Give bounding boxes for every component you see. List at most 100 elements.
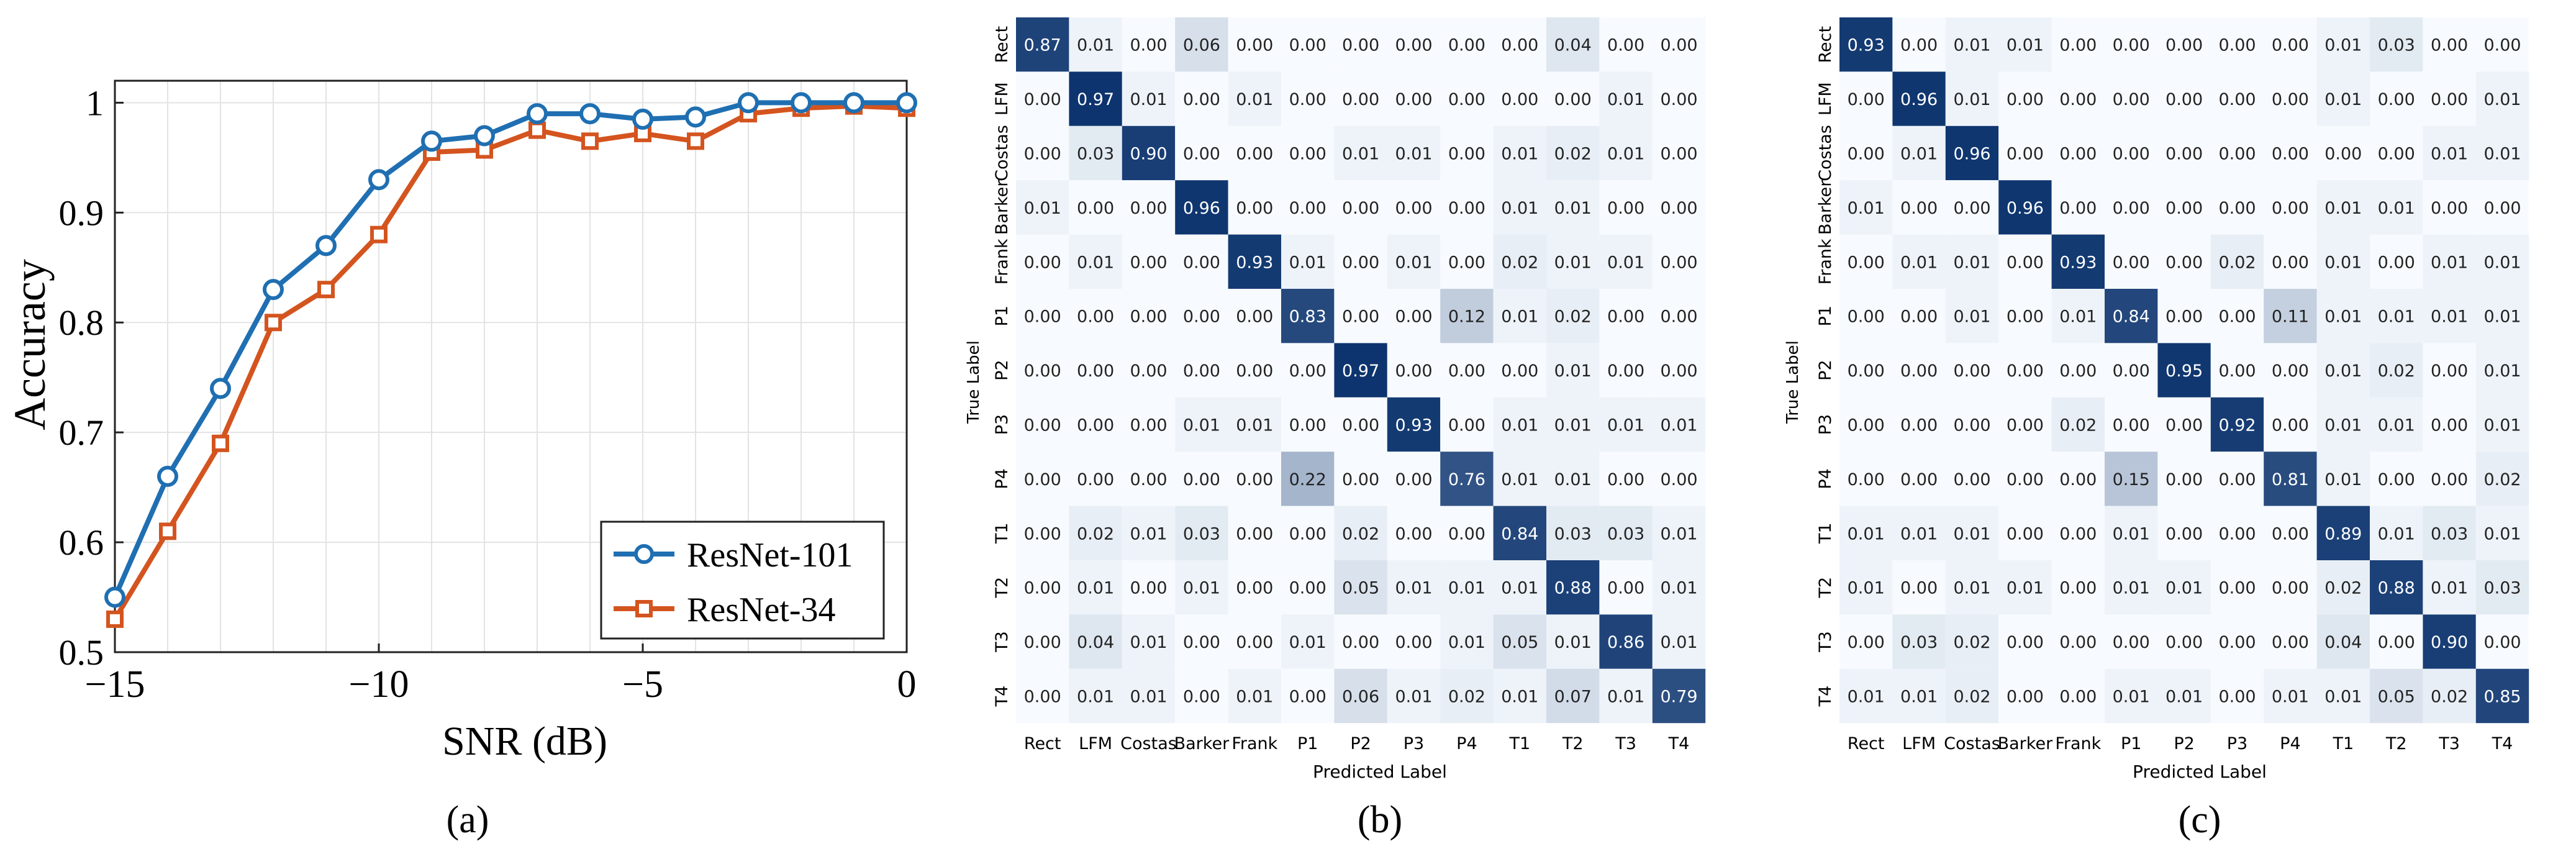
- cell-value: 0.00: [2166, 145, 2203, 164]
- cell-value: 0.07: [1554, 688, 1592, 707]
- cell-value: 0.02: [1953, 633, 1990, 652]
- cell-value: 0.01: [2324, 688, 2362, 707]
- cell-value: 0.00: [1953, 470, 1990, 489]
- y-tick-label: P4: [992, 468, 1012, 489]
- cell-value: 0.00: [1342, 470, 1379, 489]
- cell-value: 0.01: [1501, 145, 1538, 164]
- cell-value: 0.02: [1554, 145, 1592, 164]
- matrix-cell: [2264, 71, 2317, 126]
- cell-value: 0.00: [1024, 579, 1061, 598]
- cell-value: 0.00: [1289, 416, 1327, 435]
- cell-value: 0.00: [1448, 253, 1485, 272]
- y-tick-label: Frank: [992, 239, 1012, 284]
- matrix-cell: [2051, 506, 2105, 560]
- matrix-cell: [1175, 668, 1228, 724]
- matrix-cell: [1122, 180, 1176, 235]
- cell-value: 0.00: [1900, 361, 1938, 381]
- y-tick-label: T4: [992, 686, 1012, 707]
- data-point: [370, 225, 388, 243]
- matrix-cell: [2051, 452, 2105, 506]
- cell-value: 0.03: [2483, 579, 2521, 598]
- matrix-cell: [2105, 234, 2158, 289]
- cell-value: 0.00: [1900, 307, 1938, 327]
- matrix-cell: [2210, 343, 2264, 398]
- x-tick-label: T4: [2492, 734, 2513, 753]
- matrix-cell: [1016, 180, 1069, 235]
- cell-value: 0.00: [2431, 416, 2468, 435]
- cell-value: 0.01: [1607, 145, 1644, 164]
- matrix-cell: [1387, 506, 1441, 560]
- cell-value: 0.01: [1501, 579, 1538, 598]
- data-point: [317, 281, 335, 299]
- matrix-cell: [2475, 180, 2529, 235]
- matrix-cell: [1228, 17, 1281, 72]
- matrix-cell: [2157, 560, 2211, 615]
- matrix-cell: [1546, 289, 1600, 343]
- cell-value: 0.00: [2113, 199, 2150, 218]
- matrix-cell: [1493, 17, 1546, 72]
- matrix-cell: [1122, 71, 1176, 126]
- cell-value: 0.01: [2324, 90, 2362, 109]
- cell-value: 0.01: [2483, 307, 2521, 327]
- matrix-y-label: True Label: [1784, 340, 1802, 424]
- y-tick-label: Costas: [992, 125, 1012, 181]
- cell-value: 0.05: [1501, 633, 1538, 652]
- matrix-cell: [1652, 125, 1706, 181]
- cell-value: 0.00: [1024, 253, 1061, 272]
- matrix-cell: [2105, 452, 2158, 506]
- matrix-cell: [1281, 452, 1335, 506]
- matrix-cell: [1546, 17, 1600, 72]
- cell-value: 0.97: [1077, 90, 1114, 109]
- matrix-cell: [2475, 560, 2529, 615]
- cell-value: 0.00: [2113, 36, 2150, 55]
- matrix-cell: [1839, 397, 1893, 452]
- matrix-cell: [2370, 452, 2423, 506]
- matrix-cell: [1493, 560, 1546, 615]
- matrix-cell: [2105, 125, 2158, 181]
- cell-value: 0.86: [1607, 633, 1644, 652]
- matrix-cell: [2264, 668, 2317, 724]
- matrix-cell: [1652, 668, 1706, 724]
- cell-value: 0.00: [2059, 524, 2097, 543]
- cell-value: 0.15: [2113, 470, 2150, 489]
- matrix-cell: [1069, 668, 1122, 724]
- cell-value: 0.01: [2483, 90, 2521, 109]
- cell-value: 0.00: [2218, 524, 2256, 543]
- y-tick-label: T4: [1816, 686, 1835, 707]
- matrix-cell: [1998, 125, 2052, 181]
- cell-value: 0.01: [1183, 416, 1220, 435]
- matrix-cell: [2051, 71, 2105, 126]
- series-line-resnet-101: [112, 100, 907, 599]
- matrix-cell: [1228, 289, 1281, 343]
- legend-label: ResNet-34: [687, 591, 836, 629]
- matrix-cell: [1652, 289, 1706, 343]
- matrix-cell: [1546, 125, 1600, 181]
- y-tick-label: 0.5: [59, 632, 104, 673]
- x-tick-label: T4: [1668, 734, 1690, 753]
- cell-value: 0.88: [1554, 579, 1592, 598]
- matrix-cell: [2105, 397, 2158, 452]
- cell-value: 0.01: [1395, 253, 1432, 272]
- matrix-cell: [1652, 71, 1706, 126]
- cell-value: 0.95: [2166, 361, 2203, 381]
- matrix-cell: [1998, 452, 2052, 506]
- matrix-cell: [1652, 397, 1706, 452]
- matrix-cell: [1440, 125, 1494, 181]
- cell-value: 0.00: [1183, 470, 1220, 489]
- matrix-cell: [1016, 560, 1069, 615]
- cell-value: 0.00: [1900, 199, 1938, 218]
- matrix-cell: [1945, 397, 1999, 452]
- matrix-cell: [1892, 289, 1946, 343]
- matrix-cell: [1122, 289, 1176, 343]
- matrix-cell: [2316, 343, 2370, 398]
- matrix-cell: [1281, 125, 1335, 181]
- matrix-cell: [1440, 289, 1494, 343]
- matrix-cell: [1016, 452, 1069, 506]
- matrix-cell: [2210, 125, 2264, 181]
- cell-value: 0.00: [1024, 688, 1061, 707]
- x-tick-label: Costas: [1120, 734, 1177, 753]
- matrix-cell: [2370, 668, 2423, 724]
- y-tick-label: 0.9: [59, 193, 104, 233]
- matrix-cell: [1334, 614, 1387, 669]
- matrix-cell: [1281, 668, 1335, 724]
